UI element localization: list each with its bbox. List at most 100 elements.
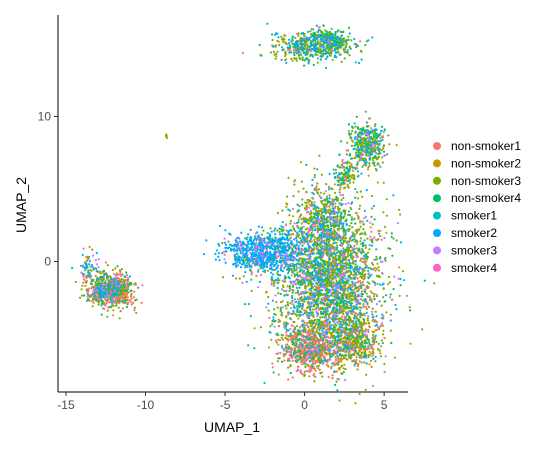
scatter-point xyxy=(348,324,351,327)
scatter-point xyxy=(354,312,357,315)
scatter-point xyxy=(311,360,314,364)
scatter-point xyxy=(91,248,94,251)
scatter-point xyxy=(263,270,267,274)
scatter-point xyxy=(112,304,115,307)
scatter-point xyxy=(377,342,380,345)
scatter-point xyxy=(348,246,351,249)
scatter-point xyxy=(126,278,130,281)
scatter-point xyxy=(308,341,312,344)
scatter-point xyxy=(348,181,351,184)
scatter-point xyxy=(350,284,353,287)
scatter-point xyxy=(313,176,316,179)
scatter-point xyxy=(379,132,382,135)
scatter-point xyxy=(393,356,396,359)
scatter-point xyxy=(120,268,123,271)
scatter-point xyxy=(85,277,88,280)
scatter-point xyxy=(306,198,309,201)
scatter-point xyxy=(320,202,323,205)
scatter-point xyxy=(78,296,82,299)
scatter-point xyxy=(288,51,291,54)
scatter-point xyxy=(325,328,328,331)
scatter-point xyxy=(283,34,286,37)
scatter-point xyxy=(296,335,299,338)
scatter-point xyxy=(375,255,378,258)
scatter-point xyxy=(119,310,122,313)
scatter-point xyxy=(349,357,352,360)
scatter-point xyxy=(324,212,327,215)
scatter-point xyxy=(304,253,307,256)
scatter-point xyxy=(332,246,335,249)
scatter-point xyxy=(314,322,318,325)
scatter-point xyxy=(362,273,365,277)
scatter-point xyxy=(331,377,334,380)
scatter-point xyxy=(378,275,381,278)
scatter-point xyxy=(287,313,290,316)
scatter-point xyxy=(350,176,353,179)
scatter-point xyxy=(364,388,367,391)
scatter-point xyxy=(297,235,300,238)
scatter-point xyxy=(344,237,347,240)
scatter-point xyxy=(352,174,355,177)
scatter-point xyxy=(289,263,292,266)
scatter-point xyxy=(297,190,300,193)
scatter-point xyxy=(338,366,342,369)
scatter-point xyxy=(319,258,322,261)
scatter-point xyxy=(354,130,357,133)
scatter-point xyxy=(399,213,402,216)
scatter-point xyxy=(303,370,306,374)
scatter-point xyxy=(333,191,337,194)
scatter-point xyxy=(335,380,338,383)
scatter-point xyxy=(361,280,364,284)
scatter-point xyxy=(317,239,320,242)
scatter-point xyxy=(387,134,390,137)
scatter-point xyxy=(342,173,345,176)
scatter-point xyxy=(99,270,102,273)
scatter-point xyxy=(290,288,293,291)
scatter-point xyxy=(368,350,371,353)
scatter-point xyxy=(107,279,110,283)
scatter-point xyxy=(367,354,370,357)
scatter-point xyxy=(241,52,244,55)
scatter-point xyxy=(314,53,317,56)
scatter-point xyxy=(352,260,355,263)
scatter-point xyxy=(118,302,121,305)
scatter-point xyxy=(320,308,323,311)
scatter-point xyxy=(356,170,360,173)
scatter-point xyxy=(310,294,313,297)
scatter-point xyxy=(368,363,371,366)
scatter-point xyxy=(342,37,345,40)
scatter-point xyxy=(340,270,343,273)
scatter-point xyxy=(289,222,292,225)
scatter-point xyxy=(313,167,316,170)
scatter-point xyxy=(304,342,307,345)
scatter-point xyxy=(357,144,360,147)
scatter-point xyxy=(334,355,337,358)
scatter-point xyxy=(327,244,330,247)
scatter-point xyxy=(335,171,338,174)
scatter-point xyxy=(387,282,390,286)
scatter-point xyxy=(253,327,256,330)
scatter-point xyxy=(367,322,370,325)
scatter-point xyxy=(366,317,369,320)
scatter-point xyxy=(359,237,363,240)
scatter-point xyxy=(350,295,353,298)
scatter-point xyxy=(321,347,324,351)
scatter-point xyxy=(350,208,353,211)
scatter-point xyxy=(332,315,335,318)
scatter-point xyxy=(106,315,109,318)
scatter-point xyxy=(300,218,303,221)
scatter-point xyxy=(337,205,340,209)
scatter-point xyxy=(80,288,83,291)
scatter-point xyxy=(272,50,275,54)
scatter-point xyxy=(320,358,323,361)
scatter-point xyxy=(293,179,296,182)
scatter-point xyxy=(133,290,136,293)
scatter-point xyxy=(370,352,373,355)
scatter-point xyxy=(283,321,286,324)
scatter-point xyxy=(346,304,349,307)
scatter-point xyxy=(360,276,363,280)
scatter-point xyxy=(329,243,332,246)
scatter-point xyxy=(320,298,323,301)
scatter-point xyxy=(321,322,324,325)
scatter-point xyxy=(366,285,369,288)
